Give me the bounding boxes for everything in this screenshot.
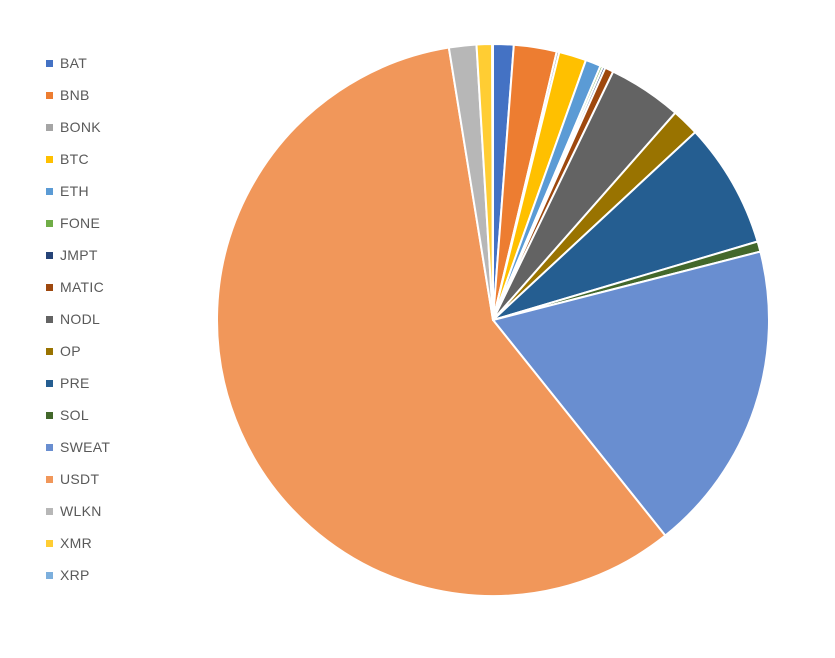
legend-item-sol: SOL [46,399,110,431]
legend-item-nodl: NODL [46,303,110,335]
legend-label: JMPT [60,247,98,263]
legend-item-bat: BAT [46,47,110,79]
legend-item-xmr: XMR [46,527,110,559]
legend-swatch [46,91,53,99]
legend-label: BNB [60,87,90,103]
legend-item-xrp: XRP [46,559,110,591]
legend-item-fone: FONE [46,207,110,239]
legend-swatch [46,283,53,291]
legend-swatch [46,539,53,547]
legend-item-bonk: BONK [46,111,110,143]
legend-item-op: OP [46,335,110,367]
pie-slice-sweat [492,250,771,537]
legend-label: FONE [60,215,101,231]
legend-item-matic: MATIC [46,271,110,303]
legend-swatch [46,315,53,323]
legend-item-btc: BTC [46,143,110,175]
legend-swatch [46,475,53,483]
legend-label: NODL [60,311,101,327]
legend-label: BTC [60,151,89,167]
legend-label: SOL [60,407,89,423]
legend-swatch [46,219,53,227]
legend-item-eth: ETH [46,175,110,207]
pie-slice-usdt [216,46,667,597]
legend-label: BONK [60,119,101,135]
legend-label: BAT [60,55,88,71]
legend-label: PRE [60,375,90,391]
legend-label: XMR [60,535,93,551]
legend-label: WLKN [60,503,102,519]
legend-swatch [46,379,53,387]
legend-label: XRP [60,567,90,583]
legend-swatch [46,59,53,67]
legend-swatch [46,347,53,355]
legend-swatch [46,507,53,515]
legend-swatch [46,251,53,259]
legend-item-bnb: BNB [46,79,110,111]
legend-label: OP [60,343,81,359]
legend-label: ETH [60,183,89,199]
legend-label: SWEAT [60,439,111,455]
pie-slice-pre [492,131,759,321]
legend-label: MATIC [60,279,105,295]
pie-slice-xrp [491,42,494,321]
legend-item-usdt: USDT [46,463,110,495]
legend-swatch [46,571,53,579]
legend-swatch [46,187,53,195]
legend-item-pre: PRE [46,367,110,399]
legend-label: USDT [60,471,100,487]
legend-item-jmpt: JMPT [46,239,110,271]
legend-item-wlkn: WLKN [46,495,110,527]
chart-legend: BAT BNB BONK BTC ETH FONE JMPT MATIC NODL OP PRE SO… [46,47,110,591]
legend-swatch [46,123,53,131]
legend-swatch [46,411,53,419]
legend-swatch [46,155,53,163]
legend-swatch [46,443,53,451]
legend-item-sweat: SWEAT [46,431,110,463]
